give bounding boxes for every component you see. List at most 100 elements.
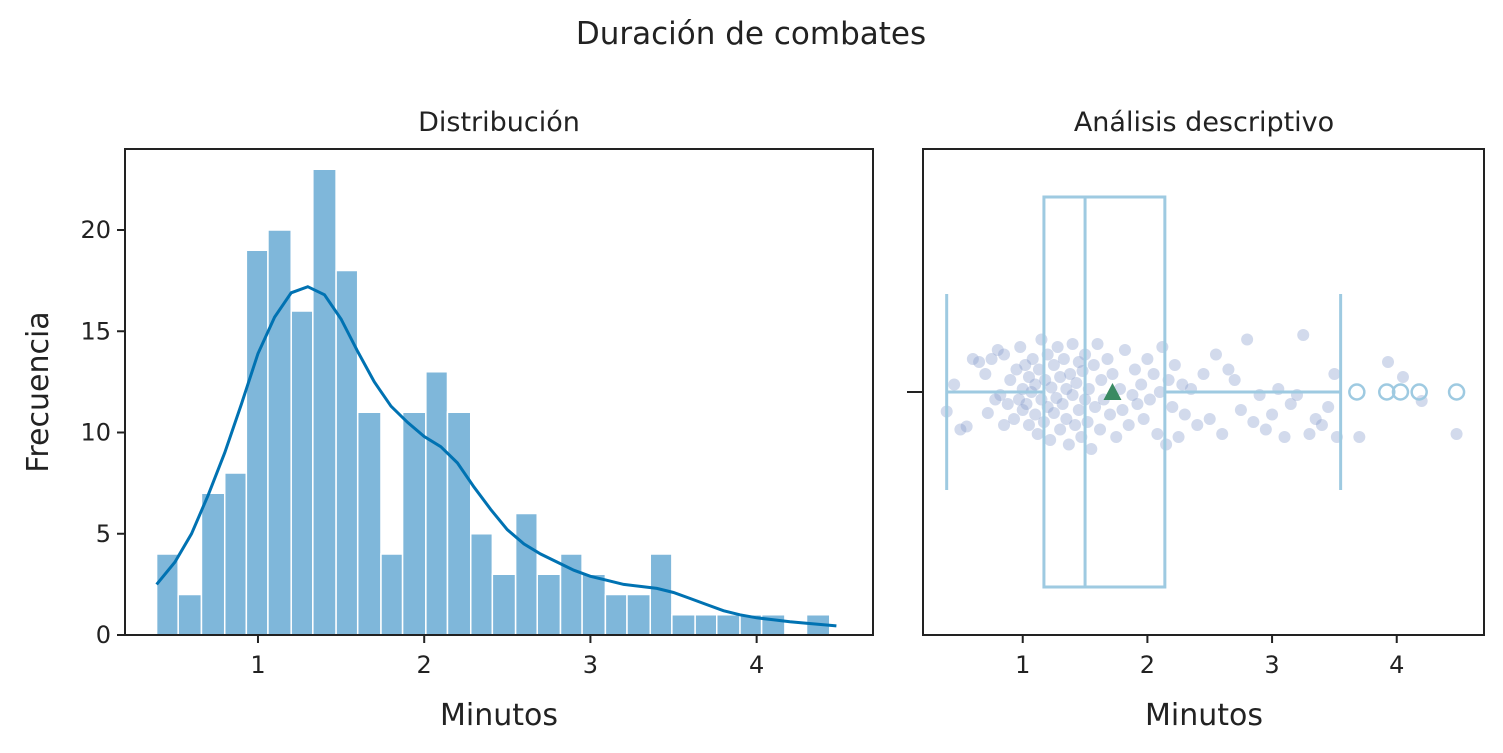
histogram-bar — [694, 614, 718, 636]
strip-point — [1141, 353, 1154, 365]
strip-point — [1247, 416, 1260, 428]
strip-point — [1057, 353, 1070, 365]
strip-point — [1066, 389, 1079, 401]
strip-point — [1450, 428, 1463, 440]
strip-point — [960, 420, 973, 433]
x-tick-label: 3 — [1264, 651, 1279, 679]
strip-point — [966, 353, 979, 365]
x-tick-label: 1 — [1015, 651, 1030, 679]
strip-point — [1101, 353, 1114, 365]
outlier-marker — [1391, 383, 1410, 401]
histogram-bar — [491, 573, 517, 636]
strip-point — [1060, 383, 1073, 395]
box-elements — [945, 195, 1466, 589]
strip-point — [998, 348, 1011, 361]
strip-point — [1104, 408, 1116, 421]
strip-point — [1095, 374, 1108, 386]
histogram-bar — [671, 614, 696, 636]
strip-point — [1050, 392, 1063, 404]
strip-point — [1241, 333, 1254, 346]
strip-point — [954, 423, 967, 436]
strip-point — [1315, 419, 1328, 431]
strip-point — [1128, 363, 1141, 376]
strip-point — [1085, 443, 1098, 455]
boxplot-x-ticks: 1 2 3 4 — [1015, 635, 1404, 679]
figure-suptitle: Duración de combates — [576, 16, 926, 52]
histogram-bar — [177, 593, 203, 636]
y-tick-label: 20 — [80, 216, 111, 244]
strip-point — [1047, 359, 1060, 371]
y-tick-label: 15 — [80, 317, 111, 345]
x-tick-label: 4 — [749, 651, 764, 679]
strip-point — [1191, 419, 1204, 431]
boxplot-panel: Análisis descriptivo 1 2 3 4 Minutos — [907, 107, 1485, 733]
outlier-marker — [1348, 383, 1366, 401]
histogram-bar — [401, 411, 427, 636]
kde-curve — [155, 285, 837, 628]
strip-point — [998, 419, 1011, 431]
strip-point — [1234, 404, 1247, 416]
strip-point — [1001, 398, 1014, 410]
strip-point — [1284, 398, 1297, 410]
y-tick-label: 5 — [96, 520, 111, 548]
strip-point — [989, 393, 1002, 406]
strip-point — [1047, 407, 1060, 419]
histogram-bar — [200, 492, 226, 636]
strip-point — [1168, 359, 1181, 371]
histogram-bar — [335, 269, 359, 636]
mean-marker — [1103, 383, 1122, 400]
strip-point — [1091, 338, 1104, 350]
histogram-title: Distribución — [418, 107, 580, 138]
histogram-bar — [380, 553, 404, 636]
outlier-marker — [1378, 383, 1396, 401]
strip-point — [1070, 377, 1083, 389]
y-tick-label: 0 — [96, 621, 111, 649]
x-tick-label: 2 — [417, 651, 432, 679]
y-tick-label: 10 — [80, 419, 111, 447]
boxplot-title: Análisis descriptivo — [1074, 107, 1334, 138]
strip-point — [1069, 419, 1082, 431]
strip-point — [991, 344, 1004, 356]
strip-point — [985, 353, 998, 365]
strip-point — [1131, 398, 1144, 410]
histogram-bar — [581, 573, 607, 636]
strip-point — [1054, 423, 1067, 436]
strip-point — [1322, 401, 1335, 413]
strip-point — [1143, 393, 1156, 406]
strip-point — [1309, 413, 1322, 425]
strip-point — [1156, 341, 1169, 353]
strip-point — [1072, 356, 1085, 368]
strip-point — [1116, 404, 1129, 416]
histogram-bar — [223, 472, 248, 636]
strip-point — [973, 356, 986, 368]
strip-point — [1228, 374, 1241, 386]
strip-point — [1172, 431, 1185, 443]
strip-point — [1151, 428, 1164, 440]
histogram-bar — [290, 310, 314, 636]
strip-point — [1137, 413, 1150, 425]
strip-point — [1203, 413, 1216, 425]
strip-point — [1178, 408, 1191, 421]
strip-point — [1166, 401, 1179, 413]
strip-point — [1266, 408, 1279, 421]
strip-point — [981, 407, 994, 419]
strip-point — [1008, 413, 1021, 425]
histogram-bar — [267, 229, 292, 636]
strip-point — [1056, 398, 1069, 410]
strip-point — [1022, 419, 1035, 431]
strip-point — [1353, 431, 1366, 443]
strip-point — [1094, 423, 1107, 436]
histogram-bar — [356, 411, 382, 636]
strip-point — [1222, 363, 1235, 376]
strip-point — [1044, 434, 1057, 446]
outlier-marker — [1410, 383, 1428, 401]
histogram-bar — [604, 593, 628, 636]
histogram-bar — [446, 411, 472, 636]
strip-point — [1045, 381, 1058, 394]
histogram-bar — [245, 249, 269, 636]
strip-point — [1135, 378, 1148, 391]
strip-point — [1020, 398, 1033, 410]
strip-point — [1197, 368, 1210, 380]
strip-point — [1012, 393, 1025, 406]
